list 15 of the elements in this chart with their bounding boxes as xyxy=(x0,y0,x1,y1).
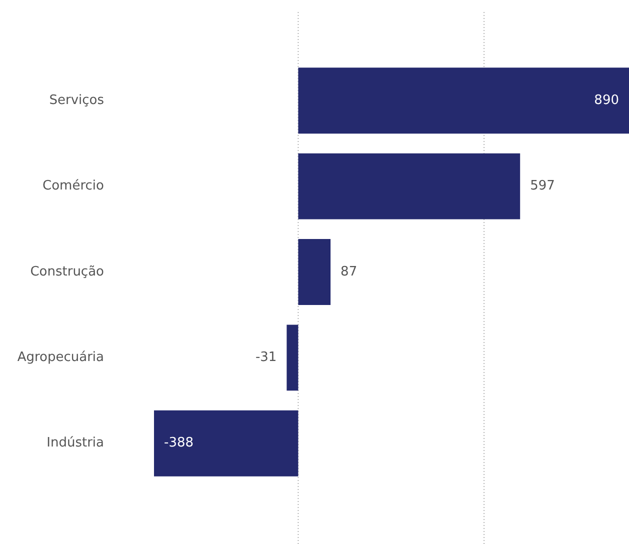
bar xyxy=(298,68,629,134)
data-label: 87 xyxy=(340,264,358,280)
y-tick-label: Comércio xyxy=(42,178,104,194)
bar xyxy=(298,153,520,220)
y-tick-label: Agropecuária xyxy=(17,350,104,366)
y-tick-label: Serviços xyxy=(49,93,104,108)
bar xyxy=(286,324,298,391)
data-label: -388 xyxy=(164,436,194,451)
data-label: 597 xyxy=(530,178,555,194)
data-label: -31 xyxy=(255,350,277,366)
bar xyxy=(298,239,331,305)
data-label: 890 xyxy=(594,93,620,108)
y-tick-label: Construção xyxy=(30,264,104,280)
y-tick-label: Indústria xyxy=(46,436,104,451)
bar xyxy=(154,410,298,476)
